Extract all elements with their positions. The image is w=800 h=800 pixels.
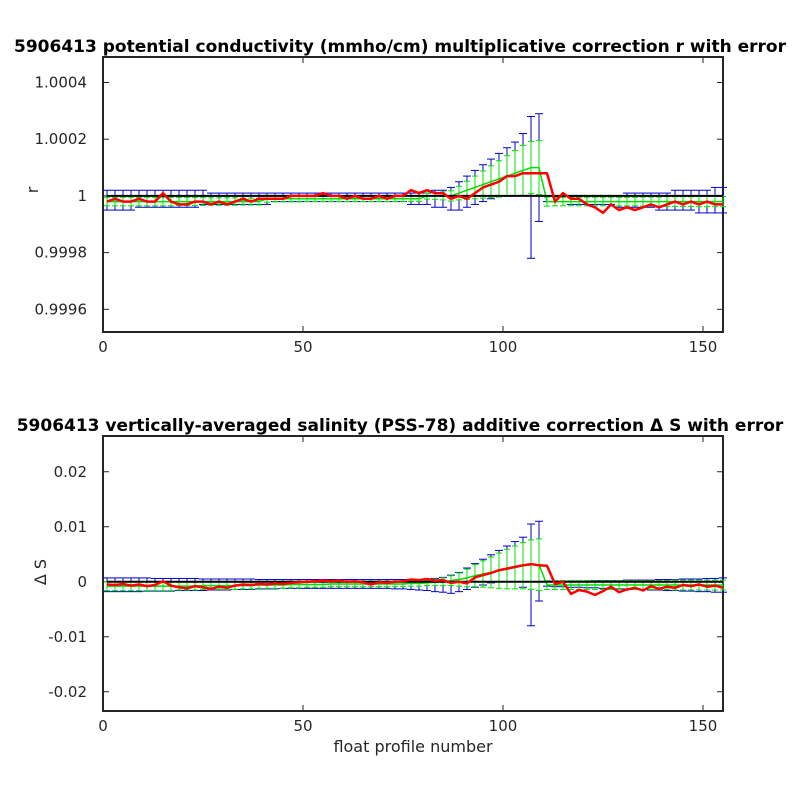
adjustment-series-line — [106, 171, 723, 215]
x-tick-label: 100 — [489, 338, 518, 356]
y-tick-label: 0.9998 — [35, 244, 88, 262]
panel-title: 5906413 vertically-averaged salinity (PS… — [17, 416, 784, 436]
y-tick-label: -0.02 — [48, 683, 87, 701]
y-tick-label: 1 — [77, 187, 87, 205]
fit-series-line — [107, 166, 723, 203]
adjustment-series-line — [106, 562, 724, 597]
plot-area: 0 50 100 150 0.9996 0.9998 1 1.0002 1.0004 — [35, 56, 727, 356]
axes-box — [102, 435, 724, 712]
fit-series-line — [107, 563, 723, 587]
y-tick-label: 0 — [77, 573, 87, 591]
x-tick-label: 0 — [98, 717, 108, 735]
y-tick-label: -0.01 — [48, 628, 87, 646]
x-tick-label: 50 — [293, 717, 312, 735]
x-tick-label: 50 — [293, 338, 312, 356]
y-tick-label: 0.9996 — [35, 300, 88, 318]
salinity-correction-panel: 5906413 vertically-averaged salinity (PS… — [17, 416, 784, 756]
y-axis-label: Δ S — [31, 559, 50, 585]
x-tick-label: 0 — [98, 338, 108, 356]
y-tick-label: 0.02 — [54, 463, 87, 481]
x-tick-label: 100 — [489, 717, 518, 735]
x-tick-label: 150 — [689, 338, 718, 356]
axes-box — [102, 56, 724, 333]
panel-title: 5906413 potential conductivity (mmho/cm)… — [14, 37, 787, 57]
y-tick-label: 1.0002 — [35, 130, 88, 148]
y-tick-label: 1.0004 — [35, 74, 88, 92]
x-tick-label: 150 — [689, 717, 718, 735]
x-axis-label: float profile number — [333, 737, 493, 756]
y-tick-label: 0.01 — [54, 518, 87, 536]
y-axis-label: r — [23, 186, 42, 193]
plot-area: 0 50 100 150 -0.02 -0.01 0 0.01 0.02 — [48, 435, 727, 735]
conductivity-correction-panel: 5906413 potential conductivity (mmho/cm)… — [14, 37, 787, 356]
